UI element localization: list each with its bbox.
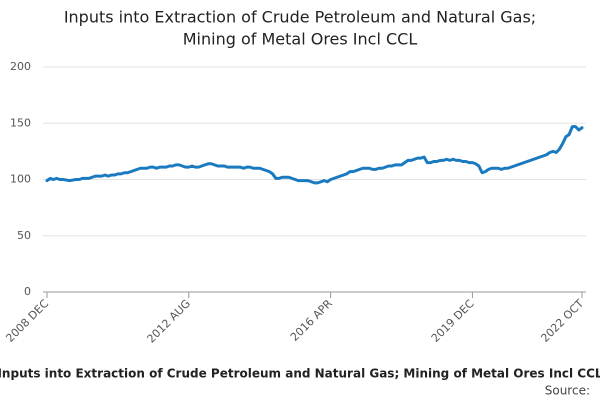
chart-title: Inputs into Extraction of Crude Petroleu… <box>64 8 536 27</box>
footer-title: Inputs into Extraction of Crude Petroleu… <box>0 367 600 381</box>
x-tick-label: 2008 DEC <box>3 297 51 345</box>
y-tick-label: 200 <box>10 60 31 73</box>
x-tick-label: 2022 OCT <box>538 297 586 345</box>
data-line <box>45 125 584 185</box>
source-label: Source: <box>545 384 590 398</box>
chart-title: Mining of Metal Ores Incl CCL <box>183 30 418 49</box>
x-tick-label: 2016 APR <box>288 297 335 344</box>
y-tick-label: 50 <box>17 229 31 242</box>
y-tick-label: 100 <box>10 173 31 186</box>
x-tick-label: 2012 AUG <box>145 297 194 346</box>
x-tick-label: 2019 DEC <box>429 297 477 345</box>
y-tick-label: 0 <box>24 285 31 298</box>
y-tick-label: 150 <box>10 116 31 129</box>
